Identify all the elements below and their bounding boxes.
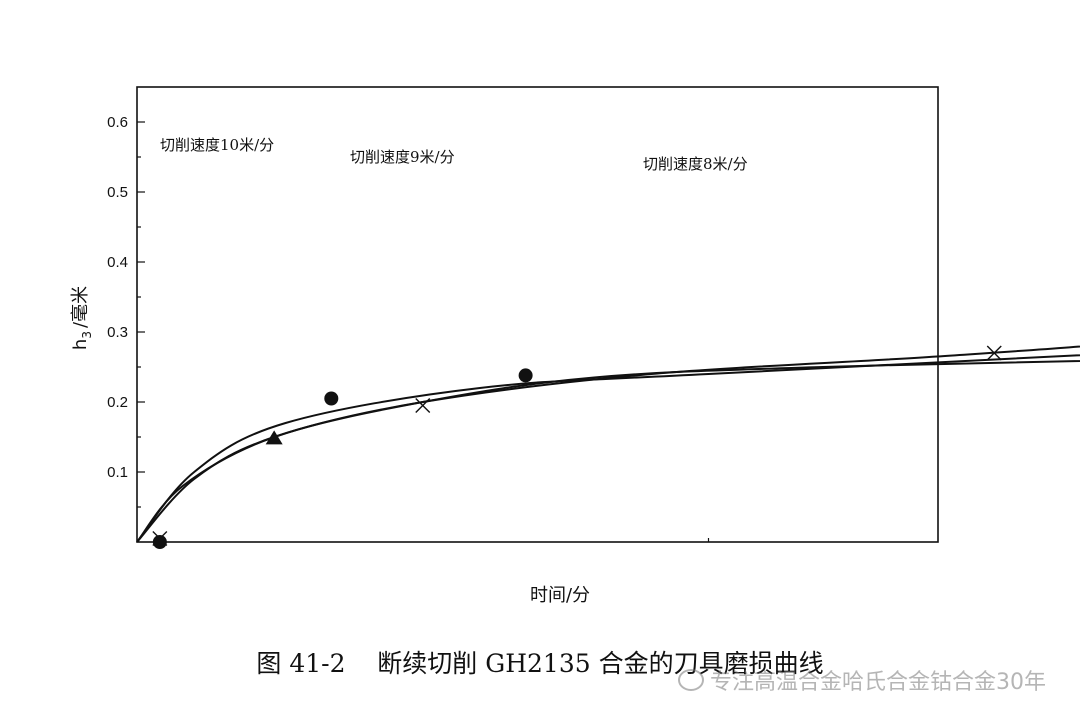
figure-caption: 图 41-2 断续切削 GH2135 合金的刀具磨损曲线: [256, 649, 824, 678]
plot-frame: [136, 86, 939, 543]
y-axis-title-main: h: [70, 339, 91, 350]
watermark: 专注高温合金哈氏合金钴合金30年: [678, 664, 1046, 696]
y-axis-title: h3/毫米: [70, 286, 94, 350]
data-point-circle: [324, 391, 339, 406]
series-label: 切削速度9米/分: [350, 148, 455, 166]
data-point-circle: [518, 368, 533, 383]
y-axis-title-subscript: 3: [80, 331, 94, 339]
curve-triangle: [136, 360, 1080, 543]
data-point-cross: [415, 398, 431, 413]
y-tick-label: 0.6: [107, 114, 128, 131]
y-tick-label: 0.4: [107, 254, 128, 271]
data-point-cross: [986, 345, 1002, 361]
fitted-curves: [136, 345, 1080, 543]
y-tick-label: 0.3: [107, 324, 128, 341]
data-point-circle: [152, 535, 167, 549]
x-axis-title: 时间/分: [530, 585, 590, 606]
series-label: 切削速度10米/分: [160, 136, 274, 154]
watermark-text: 专注高温合金哈氏合金钴合金30年: [710, 670, 1046, 695]
wechat-icon: [678, 669, 704, 691]
y-tick-label: 0.1: [107, 464, 128, 481]
series-label: 切削速度8米/分: [643, 155, 748, 173]
curve-circle: [136, 354, 1080, 543]
y-tick-label: 0.2: [107, 394, 128, 411]
axis-ticks: 102030405060700.10.20.30.40.50.6: [107, 114, 710, 542]
y-tick-label: 0.5: [107, 184, 128, 201]
data-markers: [152, 345, 1002, 549]
data-point-triangle: [265, 430, 283, 445]
y-axis-title-unit: /毫米: [70, 286, 91, 328]
chart: 102030405060700.10.20.30.40.50.6 切削速度10米…: [70, 86, 1080, 606]
